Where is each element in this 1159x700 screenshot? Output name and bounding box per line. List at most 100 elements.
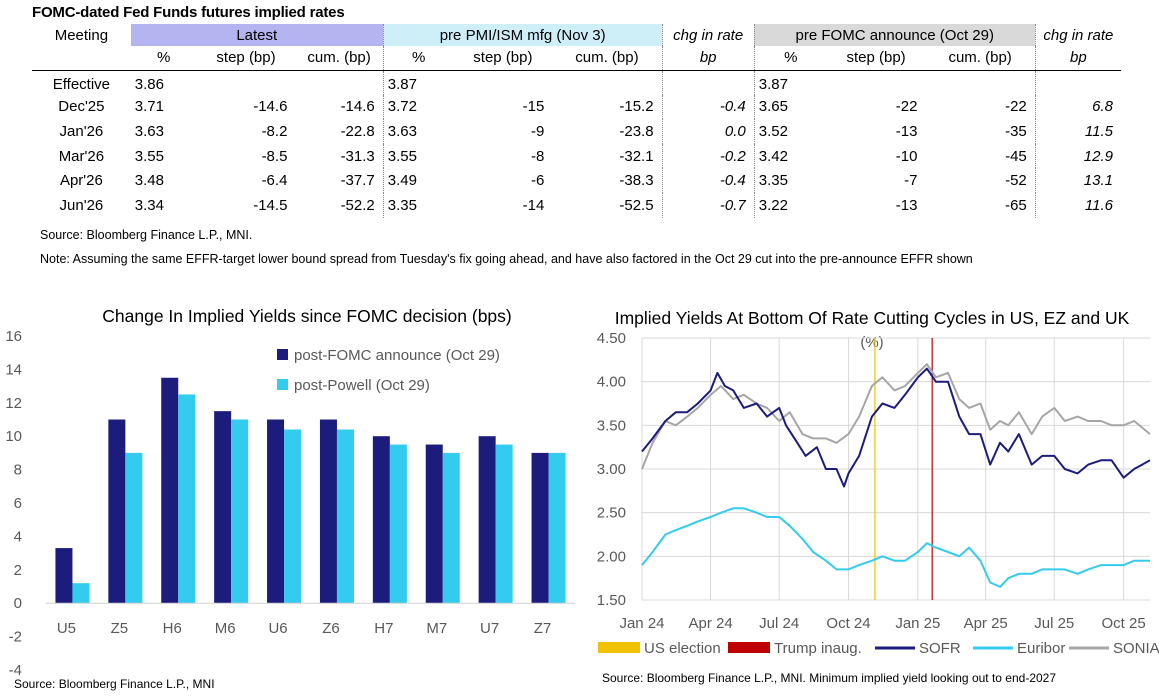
table-cell: -14.6 (295, 94, 384, 120)
bar (108, 419, 126, 604)
table-row: Jan'26 3.63 -8.2 -22.8 3.63 -9 -23.8 0.0 3.52 -13… (32, 119, 1121, 144)
bar (161, 377, 179, 604)
table-cell: 3.22 (758, 196, 788, 214)
y-tick-label: 12 (5, 395, 22, 412)
subheader-cell: cum. (bp) (925, 46, 1036, 71)
subheader-cell: cum. (bp) (295, 46, 384, 71)
meeting-label: Mar'26 (58, 147, 105, 165)
line-chart-source: Source: Bloomberg Finance L.P., MNI. Min… (602, 671, 1056, 685)
subheader-cell: % (130, 46, 197, 71)
x-tick-label: M7 (426, 620, 447, 637)
meeting-label: Apr'26 (59, 172, 103, 190)
table-cell: 3.71 (134, 98, 164, 116)
table-cell: -6.4 (261, 172, 288, 190)
y-tick-label: 8 (14, 462, 22, 479)
table-cell: -8.2 (261, 122, 288, 140)
table-cell: -22.8 (295, 119, 384, 144)
table-cell: 3.63 (387, 122, 417, 140)
meeting-label: Jun'26 (59, 196, 104, 214)
table-cell: -22 (895, 98, 918, 116)
table-cell: 3.42 (758, 147, 788, 165)
table-cell: 3.35 (758, 172, 788, 190)
table-row: Mar'26 3.55 -8.5 -31.3 3.55 -8 -32.1 -0.2 3.42 -1… (32, 143, 1121, 169)
x-tick-label: Jul 24 (759, 615, 799, 632)
bar (425, 444, 443, 604)
legend-label: post-Powell (Oct 29) (294, 377, 430, 394)
y-tick-label: -4 (9, 662, 22, 679)
table-title: FOMC-dated Fed Funds futures implied rat… (32, 4, 345, 21)
legend-label: SOFR (919, 640, 961, 657)
table-cell (662, 70, 755, 95)
rates-table: Meeting Latest pre PMI/ISM mfg (Nov 3) c… (32, 24, 1121, 218)
bar (442, 452, 460, 604)
y-tick-label: 4.00 (597, 374, 626, 391)
table-cell: -14 (522, 196, 545, 214)
table-cell: -15.2 (552, 94, 663, 120)
table-cell (295, 70, 384, 95)
bar (284, 429, 302, 604)
series-line (641, 507, 1150, 588)
x-tick-label: Jan 25 (895, 615, 940, 632)
bar (336, 429, 354, 604)
table-cell: 3.65 (758, 98, 788, 116)
x-tick-label: Z6 (322, 620, 340, 637)
y-tick-label: 3.00 (597, 461, 626, 478)
bar-chart-source: Source: Bloomberg Finance L.P., MNI (14, 677, 215, 691)
subheader-cell: bp (1035, 46, 1121, 71)
x-tick-label: M6 (215, 620, 236, 637)
table-cell: -23.8 (552, 119, 663, 144)
x-tick-label: U5 (57, 620, 76, 637)
table-cell: 3.34 (134, 196, 164, 214)
header-pre-fomc: pre FOMC announce (Oct 29) (754, 24, 1036, 46)
bar (478, 436, 496, 604)
table-cell (197, 70, 296, 95)
x-tick-label: H7 (374, 620, 393, 637)
header-chg-in-rate-2: chg in rate (1043, 26, 1114, 44)
table-cell (552, 70, 663, 95)
subheader-cell: bp (662, 46, 755, 71)
bar (531, 452, 549, 604)
table-cell (454, 70, 553, 95)
table-cell: -52 (925, 168, 1036, 193)
legend-label: US election (644, 640, 721, 657)
legend-swatch (598, 642, 640, 653)
table-cell: 0.0 (662, 119, 755, 144)
bar (125, 452, 143, 604)
x-tick-label: Z7 (534, 620, 552, 637)
table-source: Source: Bloomberg Finance L.P., MNI. (40, 228, 253, 242)
x-tick-label: Apr 25 (964, 615, 1008, 632)
table-row: Dec'25 3.71 -14.6 -14.6 3.72 -15 -15.2 -0.4 3.65… (32, 94, 1121, 120)
table-cell: 3.55 (134, 147, 164, 165)
table-cell (925, 70, 1036, 95)
y-tick-label: 16 (5, 328, 22, 345)
legend-label: SONIA (1113, 640, 1159, 657)
x-tick-label: Apr 24 (688, 615, 732, 632)
y-tick-label: 10 (5, 428, 22, 445)
bar (214, 411, 232, 604)
table-cell: -0.4 (662, 94, 755, 120)
table-cell (1035, 70, 1121, 95)
legend-swatch (277, 379, 288, 390)
legend-swatch (277, 349, 288, 360)
subheader-blank (32, 46, 131, 71)
table-row: Jun'26 3.34 -14.5 -52.2 3.35 -14 -52.5 -0.7 3.22… (32, 192, 1121, 218)
x-tick-label: Z5 (111, 620, 129, 637)
table-cell: -15 (522, 98, 545, 116)
header-pre-pmi: pre PMI/ISM mfg (Nov 3) (383, 24, 663, 46)
bar (548, 452, 566, 604)
table-cell: -22 (925, 94, 1036, 120)
table-cell: -14.5 (253, 196, 288, 214)
table-cell: -31.3 (295, 143, 384, 169)
table-cell: -13 (895, 122, 918, 140)
y-tick-label: 1.50 (597, 592, 626, 609)
table-cell: -6 (530, 172, 545, 190)
table-cell: 3.87 (758, 76, 788, 94)
subheader-cell: % (383, 46, 454, 71)
table-cell: 3.52 (758, 122, 788, 140)
y-tick-label: 2.00 (597, 548, 626, 565)
bar (55, 548, 73, 604)
table-note: Note: Assuming the same EFFR-target lowe… (40, 252, 973, 266)
subheader-cell: % (754, 46, 827, 71)
table-cell: -13 (895, 196, 918, 214)
legend-label: post-FOMC announce (Oct 29) (294, 347, 500, 364)
